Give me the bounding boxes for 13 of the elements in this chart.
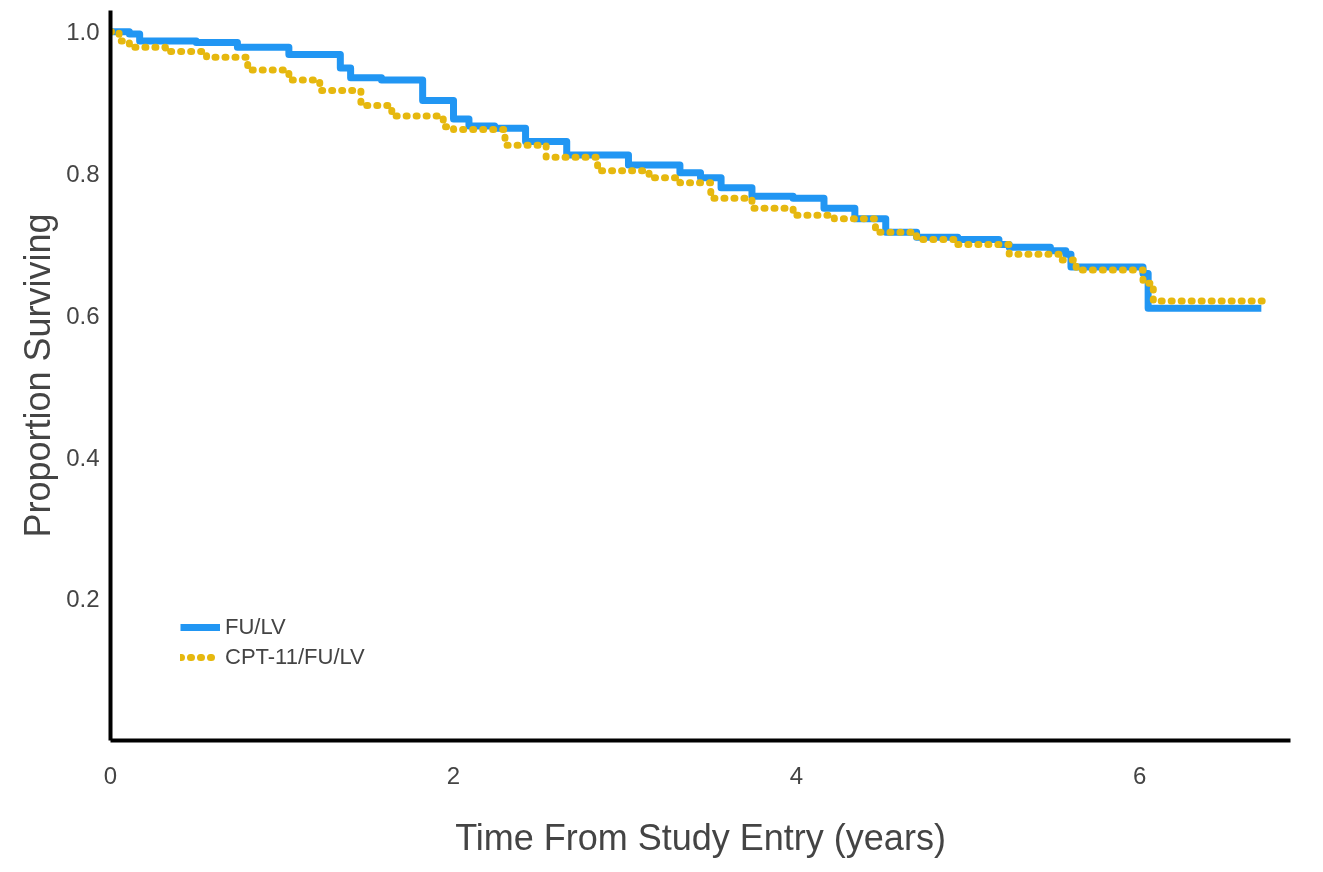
y-tick-label: 0.6	[66, 301, 100, 329]
y-tick-label: 0.2	[66, 585, 100, 613]
x-tick-label: 2	[446, 761, 461, 789]
legend-label: FU/LV	[225, 614, 286, 640]
x-tick-label: 0	[103, 761, 118, 789]
y-tick-label: 1.0	[66, 18, 100, 46]
y-axis-title: Proportion Surviving	[17, 213, 59, 538]
x-tick-label: 6	[1132, 761, 1147, 789]
x-tick-label: 4	[789, 761, 804, 789]
y-tick-label: 0.8	[66, 160, 100, 188]
legend-label: CPT-11/FU/LV	[225, 644, 365, 670]
y-tick-label: 0.4	[66, 443, 100, 471]
x-axis-title: Time From Study Entry (years)	[455, 816, 946, 858]
